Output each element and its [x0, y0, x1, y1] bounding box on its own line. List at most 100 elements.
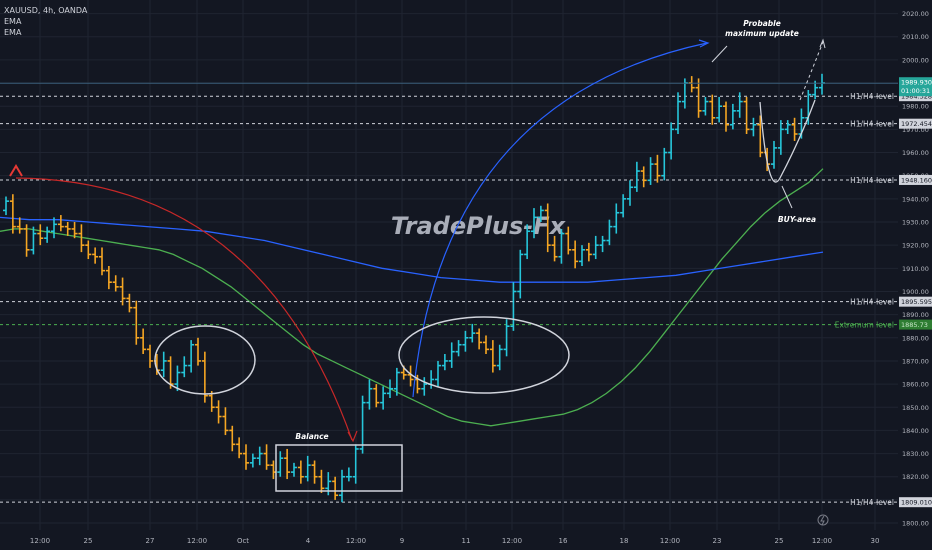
price-bar — [23, 224, 30, 257]
price-bar — [85, 240, 92, 260]
probable-max-label: maximum update — [725, 29, 799, 38]
price-tick-label: 2000.00 — [902, 56, 929, 64]
probable-max-pointer — [711, 45, 728, 63]
price-bar — [352, 444, 359, 484]
price-bar — [236, 437, 243, 459]
price-bar — [579, 245, 585, 266]
price-bar — [435, 360, 441, 387]
price-bar — [647, 157, 654, 185]
time-tick-label: 12:00 — [812, 537, 832, 545]
price-bar — [743, 96, 750, 134]
indicator-label[interactable]: EMA — [4, 28, 22, 37]
price-bar — [572, 240, 579, 269]
time-tick-label: 27 — [146, 537, 155, 545]
price-bar — [702, 96, 709, 116]
ema-slow-line — [0, 216, 824, 283]
price-bar — [640, 166, 647, 188]
price-bar — [496, 344, 503, 371]
price-level-badge — [899, 296, 932, 307]
price-bar — [771, 140, 777, 169]
price-bar — [181, 356, 188, 378]
time-axis-bg — [0, 530, 932, 550]
price-bar — [565, 226, 572, 255]
price-tick-label: 1820.00 — [902, 473, 929, 481]
price-bar — [668, 122, 675, 160]
lightning-icon-bolt — [820, 515, 825, 526]
price-tick-label: 1800.00 — [902, 520, 929, 528]
price-bar — [387, 379, 393, 398]
price-bar — [558, 228, 565, 264]
price-bar — [483, 335, 489, 354]
level-label: H1/H4-level — [850, 498, 894, 507]
price-tick-label: 1980.00 — [902, 103, 929, 111]
time-tick-label: 4 — [306, 537, 311, 545]
time-tick-label: Oct — [237, 537, 249, 545]
price-bar — [489, 340, 496, 373]
price-tick-label: 1830.00 — [902, 450, 929, 458]
price-bar — [263, 444, 270, 470]
price-bar — [99, 247, 105, 276]
up-arrow-curve — [412, 42, 708, 398]
price-bar — [585, 242, 592, 262]
price-level-badge-text: 1885.73 — [901, 321, 928, 329]
price-bar — [37, 224, 44, 246]
up-arrow-head — [698, 39, 710, 48]
projection-arrow-head — [819, 38, 826, 49]
price-bar — [64, 222, 71, 236]
time-tick-label: 12:00 — [30, 537, 50, 545]
price-level-badge-text: 1948.160 — [901, 176, 932, 184]
price-tick-label: 2020.00 — [902, 10, 929, 18]
price-bar — [318, 469, 325, 493]
price-bar — [455, 340, 462, 357]
time-tick-label: 16 — [559, 537, 568, 545]
consolidation-ellipse-right — [398, 316, 570, 394]
price-tick-label: 1860.00 — [902, 381, 929, 389]
price-bar — [393, 367, 400, 396]
price-bar — [345, 467, 352, 482]
price-bar — [188, 340, 195, 373]
price-bar — [613, 203, 620, 234]
price-tick-label: 1910.00 — [902, 265, 929, 273]
price-bar — [675, 92, 681, 134]
price-bar — [160, 351, 167, 378]
price-tick-label: 1890.00 — [902, 311, 929, 319]
price-bar — [476, 328, 483, 350]
time-tick-label: 11 — [462, 537, 471, 545]
price-tick-label: 1840.00 — [902, 427, 929, 435]
symbol-title: XAUUSD, 4h, OANDA — [4, 6, 88, 15]
price-bar — [243, 444, 249, 470]
price-bar — [462, 330, 469, 352]
price-level-badge — [899, 319, 932, 330]
price-bar — [215, 400, 222, 424]
price-bar — [544, 203, 551, 253]
price-bar — [592, 235, 599, 260]
price-bar — [174, 365, 181, 392]
price-bar — [503, 319, 510, 357]
price-level-badge-text: 1972.454 — [901, 120, 932, 128]
price-bar — [373, 384, 380, 408]
price-bar — [304, 455, 311, 482]
price-tick-label: 1970.00 — [902, 126, 929, 134]
time-tick-label: 12:00 — [660, 537, 680, 545]
price-bar — [256, 446, 263, 466]
price-level-badge — [899, 174, 932, 185]
time-tick-label: 12:00 — [502, 537, 522, 545]
price-bar — [517, 249, 524, 299]
price-bar — [627, 180, 633, 206]
buy-area-label: BUY-area — [778, 215, 816, 224]
price-bar — [654, 154, 661, 183]
price-bar — [537, 205, 544, 222]
time-tick-label: 12:00 — [187, 537, 207, 545]
indicator-label[interactable]: EMA — [4, 17, 22, 26]
price-bar — [9, 194, 16, 234]
price-tick-label: 1940.00 — [902, 195, 929, 203]
price-tick-label: 2010.00 — [902, 33, 929, 41]
price-bar — [277, 451, 284, 477]
down-arrow-curve — [15, 177, 353, 441]
down-arrow-head — [347, 430, 358, 443]
time-tick-label: 9 — [400, 537, 404, 545]
price-bar — [469, 323, 476, 343]
price-tick-label: 1880.00 — [902, 334, 929, 342]
price-bar — [16, 217, 23, 234]
